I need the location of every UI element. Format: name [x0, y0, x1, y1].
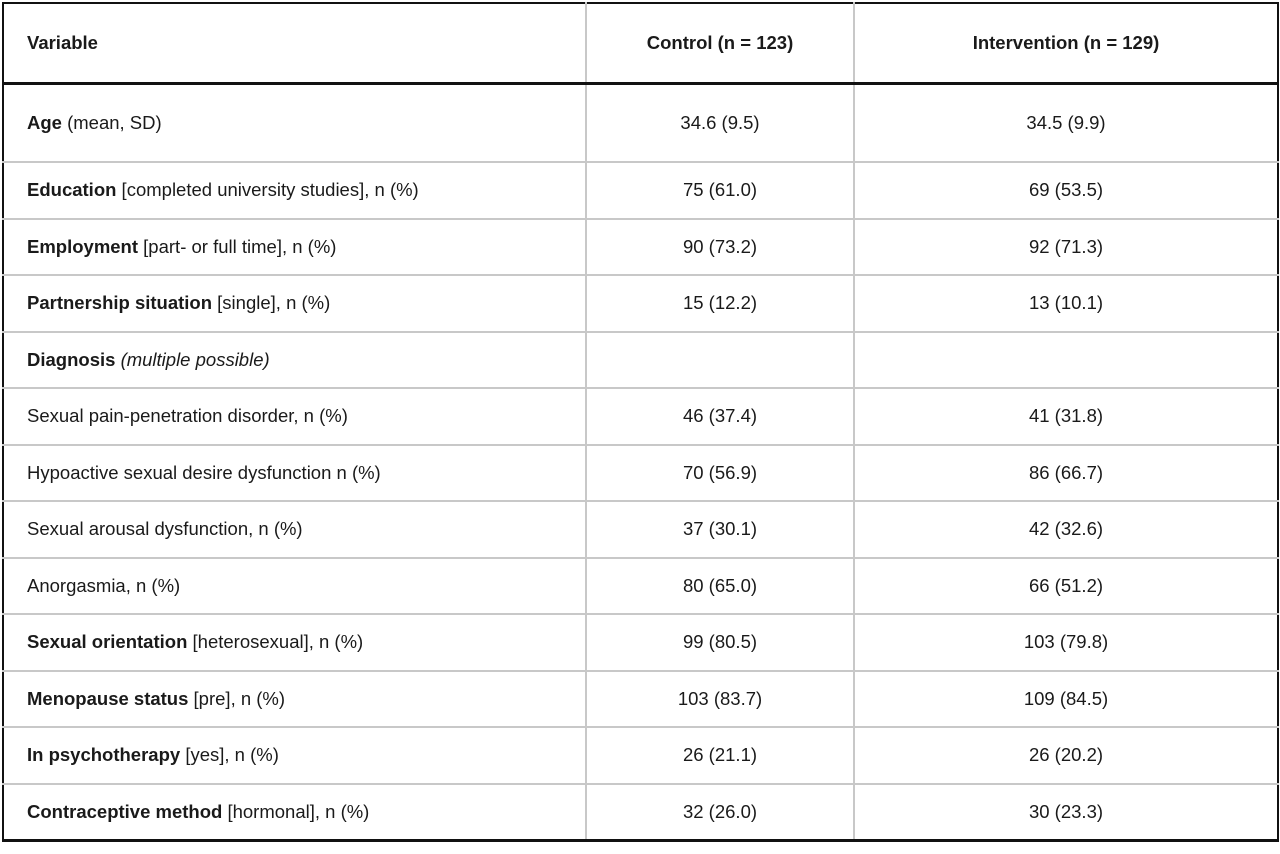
header-row: Variable Control (n = 123) Intervention … — [2, 2, 1279, 85]
intervention-cell: 86 (66.7) — [853, 444, 1279, 502]
variable-rest: Sexual arousal dysfunction, n (%) — [27, 518, 303, 540]
table-row: Hypoactive sexual desire dysfunction n (… — [2, 444, 1279, 502]
intervention-cell — [853, 331, 1279, 389]
control-cell: 99 (80.5) — [585, 614, 855, 672]
variable-rest: [part- or full time], n (%) — [138, 235, 337, 257]
variable-rest: (mean, SD) — [61, 112, 162, 133]
table-row: Menopause status [pre], n (%) 103 (83.7)… — [2, 670, 1279, 728]
intervention-cell: 13 (10.1) — [853, 275, 1279, 333]
variable-italic: (multiple possible) — [120, 348, 270, 370]
header-variable: Variable — [2, 2, 587, 85]
intervention-cell: 42 (32.6) — [853, 501, 1279, 559]
control-cell: 46 (37.4) — [585, 388, 855, 446]
variable-rest: Sexual pain-penetration disorder, n (%) — [27, 405, 348, 427]
table-row: Diagnosis (multiple possible) — [2, 331, 1279, 389]
table-row: Sexual arousal dysfunction, n (%) 37 (30… — [2, 501, 1279, 559]
control-cell: 15 (12.2) — [585, 275, 855, 333]
control-cell: 75 (61.0) — [585, 162, 855, 220]
variable-bold: Partnership situation — [27, 292, 213, 314]
variable-rest: Anorgasmia, n (%) — [27, 574, 181, 596]
table-row: Partnership situation [single], n (%) 15… — [2, 275, 1279, 333]
control-cell: 32 (26.0) — [585, 783, 855, 842]
variable-rest: [heterosexual], n (%) — [187, 631, 364, 653]
variable-bold: Sexual orientation — [27, 631, 188, 653]
variable-bold: Age — [27, 112, 62, 133]
table-row: Employment [part- or full time], n (%) 9… — [2, 218, 1279, 276]
intervention-cell: 34.5 (9.9) — [853, 83, 1279, 163]
variable-cell: Age (mean, SD) — [2, 83, 587, 163]
variable-rest: [completed university studies], n (%) — [116, 179, 419, 201]
control-cell: 80 (65.0) — [585, 557, 855, 615]
variable-cell: Sexual orientation [heterosexual], n (%) — [2, 614, 587, 672]
control-cell: 37 (30.1) — [585, 501, 855, 559]
intervention-cell: 30 (23.3) — [853, 783, 1279, 842]
variable-cell: Employment [part- or full time], n (%) — [2, 218, 587, 276]
variable-cell: In psychotherapy [yes], n (%) — [2, 727, 587, 785]
variable-cell: Contraceptive method [hormonal], n (%) — [2, 783, 587, 842]
variable-cell: Diagnosis (multiple possible) — [2, 331, 587, 389]
control-cell: 70 (56.9) — [585, 444, 855, 502]
variable-cell: Menopause status [pre], n (%) — [2, 670, 587, 728]
variable-cell: Sexual arousal dysfunction, n (%) — [2, 501, 587, 559]
control-cell: 34.6 (9.5) — [585, 83, 855, 163]
variable-cell: Education [completed university studies]… — [2, 162, 587, 220]
variable-cell: Hypoactive sexual desire dysfunction n (… — [2, 444, 587, 502]
table-row: Education [completed university studies]… — [2, 162, 1279, 220]
control-cell: 90 (73.2) — [585, 218, 855, 276]
variable-cell: Anorgasmia, n (%) — [2, 557, 587, 615]
intervention-cell: 69 (53.5) — [853, 162, 1279, 220]
header-intervention: Intervention (n = 129) — [853, 2, 1279, 85]
control-cell — [585, 331, 855, 389]
intervention-cell: 103 (79.8) — [853, 614, 1279, 672]
intervention-cell: 109 (84.5) — [853, 670, 1279, 728]
intervention-cell: 41 (31.8) — [853, 388, 1279, 446]
control-cell: 103 (83.7) — [585, 670, 855, 728]
table-row: In psychotherapy [yes], n (%) 26 (21.1) … — [2, 727, 1279, 785]
table-row: Sexual pain-penetration disorder, n (%) … — [2, 388, 1279, 446]
header-control: Control (n = 123) — [585, 2, 855, 85]
table-row: Sexual orientation [heterosexual], n (%)… — [2, 614, 1279, 672]
variable-cell: Sexual pain-penetration disorder, n (%) — [2, 388, 587, 446]
variable-bold: Menopause status — [27, 687, 189, 709]
intervention-cell: 26 (20.2) — [853, 727, 1279, 785]
variable-cell: Partnership situation [single], n (%) — [2, 275, 587, 333]
variable-bold: In psychotherapy — [27, 744, 181, 766]
control-cell: 26 (21.1) — [585, 727, 855, 785]
variable-bold: Education — [27, 179, 117, 201]
table-row: Age (mean, SD) 34.6 (9.5) 34.5 (9.9) — [2, 83, 1279, 163]
intervention-cell: 66 (51.2) — [853, 557, 1279, 615]
variable-rest: [yes], n (%) — [180, 744, 279, 766]
variable-rest: Hypoactive sexual desire dysfunction n (… — [27, 461, 381, 483]
table-row: Anorgasmia, n (%) 80 (65.0) 66 (51.2) — [2, 557, 1279, 615]
variable-rest: [pre], n (%) — [188, 687, 286, 709]
variable-rest: [single], n (%) — [212, 292, 331, 314]
intervention-cell: 92 (71.3) — [853, 218, 1279, 276]
variable-bold: Contraceptive method — [27, 800, 223, 822]
variable-bold: Employment — [27, 235, 139, 257]
table-row: Contraceptive method [hormonal], n (%) 3… — [2, 783, 1279, 842]
variable-bold: Diagnosis — [27, 348, 116, 370]
variable-rest: [hormonal], n (%) — [222, 800, 370, 822]
